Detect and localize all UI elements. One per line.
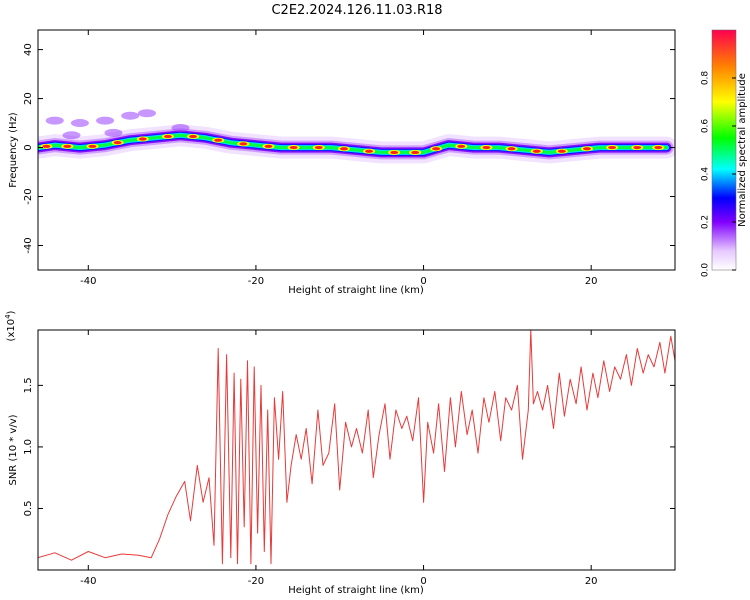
ridge-peak [482, 145, 491, 150]
y-tick-label: -40 [23, 237, 34, 253]
spectrogram-frame [37, 29, 676, 271]
ridge-peak [42, 144, 51, 148]
y-tick-label: 40 [23, 43, 34, 56]
x-tick-label: 0 [420, 276, 426, 287]
ridge-peak [163, 134, 172, 139]
spectral-blob [121, 111, 140, 120]
spectrogram-heat-layer [38, 109, 675, 164]
x-tick-label: -40 [80, 276, 96, 287]
ridge-peak [138, 137, 147, 141]
chart-title: C2E2.2024.126.11.03.R18 [271, 3, 442, 18]
ridge-peak [88, 144, 97, 148]
ridge-peak [633, 145, 642, 150]
snr-series-line [38, 330, 675, 565]
snr-x-ticks: -40 -20 0 20 [80, 330, 598, 587]
ridge-peak [411, 150, 420, 155]
colorbar: 0.0 0.2 0.4 0.6 0.8 Normalized spectral ampl… [701, 29, 748, 278]
snr-scale-close: ) [6, 310, 17, 314]
snr-scale-label: (x104) [4, 310, 17, 341]
snr-line-layer [38, 330, 675, 565]
spectrogram-x-axis-label: Height of straight line (km) [288, 285, 424, 296]
ridge-peak [432, 147, 441, 151]
snr-plot-area [38, 330, 675, 570]
colorbar-tick-label: 0.0 [701, 263, 711, 278]
colorbar-ticks: 0.0 0.2 0.4 0.6 0.8 [701, 71, 736, 278]
ridge-peak [608, 145, 617, 150]
colorbar-tick-label: 0.8 [701, 71, 711, 86]
spectral-blob [62, 131, 81, 140]
svg-text:(x104): (x104) [4, 310, 17, 341]
spectral-blob [96, 116, 115, 125]
colorbar-tick-label: 0.2 [701, 215, 711, 229]
y-tick-label: 20 [23, 92, 34, 105]
ridge-peak [365, 149, 374, 153]
ridge-peak [189, 134, 198, 139]
x-tick-label: 20 [585, 276, 598, 287]
spectrogram-x-ticks: -40 -20 0 20 [80, 30, 598, 287]
x-tick-label: -20 [248, 576, 264, 587]
colorbar-gradient [712, 30, 736, 270]
ridge-peak [113, 141, 122, 145]
y-tick-label: -20 [23, 188, 34, 204]
spectrogram-y-ticks: -40 -20 0 20 40 [23, 43, 675, 254]
colorbar-tick-label: 0.6 [701, 119, 711, 134]
ridge-peak [507, 147, 516, 151]
colorbar-frame [711, 29, 737, 271]
ridge-peak [654, 145, 663, 150]
spectral-blob [104, 128, 123, 137]
x-tick-label: 20 [585, 576, 598, 587]
ridge-peak [264, 144, 273, 148]
y-tick-label: 0.5 [23, 501, 34, 517]
ridge-peak [214, 138, 223, 142]
ridge-peak [457, 144, 466, 148]
ridge-peak [582, 147, 591, 151]
ridge-peak [532, 149, 541, 153]
x-tick-label: 0 [420, 576, 426, 587]
snr-frame [37, 329, 676, 571]
snr-panel: -40 -20 0 20 0.5 1.0 1.5 Height of straight l… [4, 310, 676, 596]
snr-x-axis-label: Height of straight line (km) [288, 585, 424, 596]
ridge-peak [289, 145, 298, 150]
snr-scale-base: (x10 [6, 319, 17, 342]
snr-y-ticks: 0.5 1.0 1.5 [23, 377, 675, 516]
y-tick-label: 1.0 [23, 439, 34, 455]
y-tick-label: 0 [23, 144, 34, 150]
colorbar-tick-label: 0.4 [701, 167, 711, 182]
spectrogram-panel: -40 -20 0 20 -40 -20 0 20 40 Height of straight… [8, 29, 676, 296]
colorbar-label: Normalized spectral amplitude [737, 73, 748, 227]
x-tick-label: -20 [248, 276, 264, 287]
ridge-peak [314, 145, 323, 150]
spectral-blob [70, 119, 89, 128]
snr-scale-exponent: 4 [4, 314, 12, 319]
ridge-peak [557, 149, 566, 153]
ridge-peak [239, 142, 248, 146]
y-tick-label: 1.5 [23, 377, 34, 393]
snr-y-axis-label: SNR (10 * v/v) [8, 414, 19, 485]
x-tick-label: -40 [80, 576, 96, 587]
ridge-peak [63, 144, 72, 148]
spectrogram-y-axis-label: Frequency (Hz) [8, 112, 19, 188]
spectral-blob [137, 109, 156, 118]
spectral-blob [171, 123, 190, 132]
ridge-peak [339, 147, 348, 151]
spectral-blob [45, 116, 64, 125]
ridge-peak [390, 150, 399, 155]
